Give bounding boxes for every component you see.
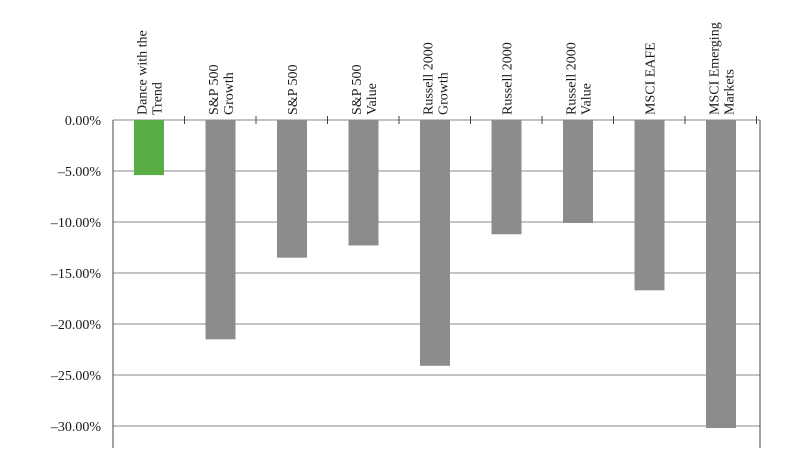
category-label-line: MSCI EAFE [644, 42, 659, 115]
category-label-line: Value [365, 83, 380, 115]
category-label-line: Russell 2000 [565, 42, 580, 115]
category-label: Russell 2000 [501, 42, 516, 115]
category-label-line: S&P 500 [350, 65, 365, 115]
category-label-line: Value [580, 83, 595, 115]
category-labels: Dance with theTrend S&P 500Growth S&P 500 S… [136, 22, 738, 115]
y-tick-label: –15.00% [50, 267, 102, 282]
category-label-line: Russell 2000 [501, 42, 516, 115]
category-label-line: Dance with the [136, 30, 151, 115]
bar [491, 120, 522, 235]
category-label-line: Trend [151, 82, 166, 115]
y-tick-label: –25.00% [50, 369, 102, 384]
bar [420, 120, 450, 366]
y-tick-label: 0.00% [65, 114, 102, 129]
category-label: MSCI EAFE [644, 42, 659, 115]
bars [134, 120, 736, 429]
bar [634, 120, 665, 291]
y-axis-ticks: 0.00% –5.00% –10.00% –15.00% –20.00% –25.00% –… [50, 114, 102, 435]
bar [348, 120, 379, 246]
category-label-line: MSCI Emerging [708, 22, 723, 115]
category-label: Russell 2000Value [565, 42, 595, 115]
bar [706, 120, 736, 429]
bar [205, 120, 236, 340]
category-label-line: Growth [437, 72, 452, 115]
category-label: S&P 500Growth [207, 65, 237, 115]
category-label: S&P 500Value [350, 65, 380, 115]
bar [134, 120, 164, 176]
y-tick-label: –10.00% [50, 216, 102, 231]
category-label-line: S&P 500 [286, 65, 301, 115]
category-label: Dance with theTrend [136, 30, 166, 115]
bar [563, 120, 593, 224]
category-label-line: Russell 2000 [422, 42, 437, 115]
category-label: Russell 2000Growth [422, 42, 452, 115]
y-tick-label: –5.00% [57, 165, 102, 180]
y-tick-label: –20.00% [50, 318, 102, 333]
category-label: S&P 500 [286, 65, 301, 115]
category-label-line: S&P 500 [207, 65, 222, 115]
category-label-line: Markets [723, 69, 738, 115]
category-label-line: Growth [222, 72, 237, 115]
category-label: MSCI EmergingMarkets [708, 22, 738, 115]
y-tick-label: –30.00% [50, 420, 102, 435]
bar [277, 120, 307, 258]
